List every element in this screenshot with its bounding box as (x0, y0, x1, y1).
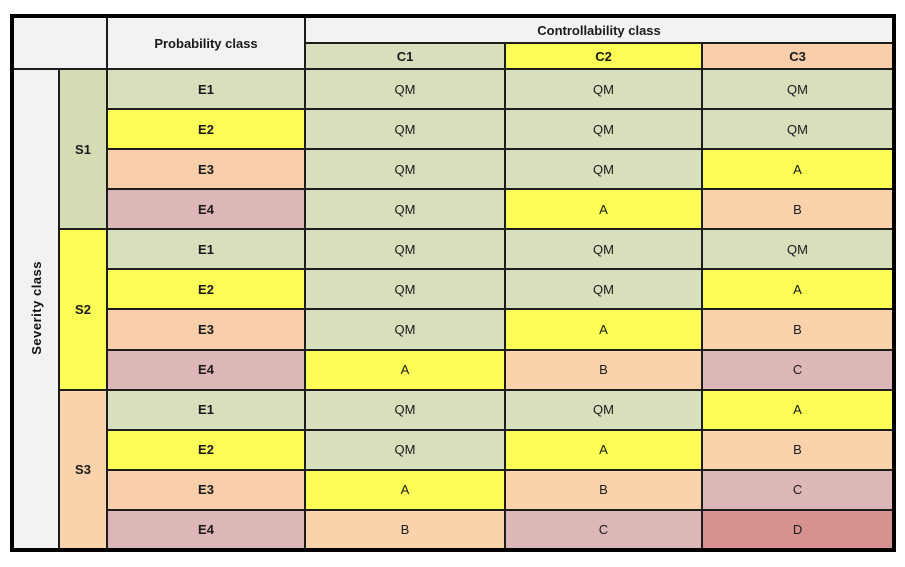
exposure-header: E1 (106, 388, 306, 431)
probability-class-header: Probability class (106, 14, 306, 71)
column-header-c3: C3 (700, 42, 896, 71)
severity-axis-cell: Severity class (11, 68, 60, 551)
risk-cell: A (700, 388, 896, 431)
table-row: S2 E1 QM QM QM (12, 228, 896, 391)
table-row: E2 QM QM QM (12, 108, 896, 151)
risk-cell: QM (304, 268, 506, 311)
risk-cell: QM (504, 228, 703, 271)
table-row: Severity class S1 E1 QM QM QM (11, 68, 896, 551)
risk-cell: C (700, 468, 896, 511)
risk-cell: QM (504, 388, 703, 431)
table-row: E3 QM QM A (12, 148, 896, 191)
risk-cell: B (304, 508, 506, 552)
exposure-header: E3 (106, 468, 306, 511)
header-row-2: C1 C2 C3 (12, 42, 896, 71)
risk-cell: QM (304, 188, 506, 231)
risk-cell: QM (700, 108, 896, 151)
table-row: E3 QM A B (12, 308, 896, 351)
severity-group-s3: S3 (58, 388, 108, 552)
risk-cell: QM (304, 388, 506, 431)
risk-cell: B (700, 308, 896, 351)
risk-cell: B (504, 468, 703, 511)
exposure-header: E4 (106, 188, 306, 231)
corner-cell (11, 14, 108, 71)
exposure-header: E2 (106, 428, 306, 471)
column-header-c1: C1 (304, 42, 506, 71)
exposure-header: E4 (106, 508, 306, 552)
risk-cell: B (700, 428, 896, 471)
risk-cell: QM (700, 68, 896, 111)
severity-axis-label: Severity class (28, 260, 44, 355)
header-row-1: Probability class Controllability class (11, 14, 896, 71)
risk-cell: QM (304, 428, 506, 471)
exposure-header: E2 (106, 268, 306, 311)
risk-cell: A (504, 308, 703, 351)
severity-group-s2: S2 (58, 228, 108, 391)
table-row: E3 A B C (12, 468, 896, 511)
table-row: S3 E1 QM QM A (12, 388, 896, 552)
risk-cell: A (504, 428, 703, 471)
exposure-header: E2 (106, 108, 306, 151)
exposure-header: E4 (106, 348, 306, 391)
risk-cell: QM (700, 228, 896, 271)
table-row: E2 QM A B (12, 428, 896, 471)
risk-cell: A (504, 188, 703, 231)
risk-cell: QM (304, 228, 506, 271)
controllability-class-header: Controllability class (303, 14, 896, 45)
exposure-header: E3 (106, 148, 306, 191)
exposure-header: E1 (106, 68, 306, 111)
risk-cell: B (700, 188, 896, 231)
risk-cell: C (700, 348, 896, 391)
risk-cell: QM (504, 68, 703, 111)
risk-cell: A (700, 148, 896, 191)
risk-cell: QM (504, 148, 703, 191)
risk-cell: QM (304, 108, 506, 151)
risk-cell: QM (304, 68, 506, 111)
risk-cell: QM (504, 108, 703, 151)
column-header-c2: C2 (504, 42, 703, 71)
risk-cell: A (304, 468, 506, 511)
risk-cell: D (700, 508, 896, 552)
asil-determination-table: Probability class Controllability class … (10, 14, 897, 552)
risk-cell: A (304, 348, 506, 391)
table-row: E4 B C D (12, 508, 896, 552)
risk-cell: B (504, 348, 703, 391)
table-row: E2 QM QM A (12, 268, 896, 311)
exposure-header: E1 (106, 228, 306, 271)
table-row: E4 QM A B (12, 188, 896, 231)
risk-cell: C (504, 508, 703, 552)
risk-cell: QM (504, 268, 703, 311)
risk-cell: QM (304, 308, 506, 351)
severity-group-s1: S1 (58, 68, 108, 231)
risk-cell: QM (304, 148, 506, 191)
table-row: E4 A B C (12, 348, 896, 391)
risk-cell: A (700, 268, 896, 311)
exposure-header: E3 (106, 308, 306, 351)
